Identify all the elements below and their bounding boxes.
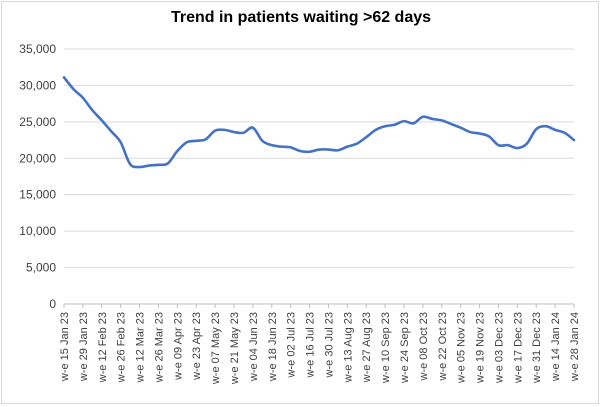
y-tick-label: 25,000 bbox=[19, 115, 56, 129]
x-tick-label: w-e 17 Dec 23 bbox=[512, 312, 524, 384]
y-tick-label: 15,000 bbox=[19, 188, 56, 202]
x-tick-label: w-e 26 Feb 23 bbox=[116, 312, 128, 383]
x-tick-label: w-e 31 Dec 23 bbox=[531, 312, 543, 384]
x-tick-label: w-e 02 Jul 23 bbox=[286, 312, 298, 378]
x-tick-label: w-e 18 Jun 23 bbox=[267, 312, 279, 382]
x-tick-label: w-e 08 Oct 23 bbox=[418, 312, 430, 381]
gridlines bbox=[63, 48, 575, 308]
x-tick-label: w-e 29 Jan 23 bbox=[78, 312, 90, 382]
y-tick-label: 0 bbox=[49, 297, 56, 311]
y-tick-label: 20,000 bbox=[19, 151, 56, 165]
x-tick-label: w-e 24 Sep 23 bbox=[399, 312, 411, 384]
x-tick-label: w-e 03 Dec 23 bbox=[493, 312, 505, 384]
series-line bbox=[62, 76, 576, 169]
x-tick-label: w-e 04 Jun 23 bbox=[248, 312, 260, 382]
x-tick-label: w-e 16 Jul 23 bbox=[305, 312, 317, 378]
x-tick-label: w-e 28 Jan 24 bbox=[569, 312, 581, 382]
chart-title: Trend in patients waiting >62 days bbox=[170, 9, 432, 26]
x-tick-label: w-e 10 Sep 23 bbox=[380, 312, 392, 384]
x-tick-label: w-e 22 Oct 23 bbox=[437, 312, 449, 381]
y-tick-label: 5,000 bbox=[26, 261, 56, 275]
x-tick-label: w-e 21 May 23 bbox=[229, 312, 241, 385]
x-tick-label: w-e 19 Nov 23 bbox=[475, 312, 487, 384]
x-tick-label: w-e 30 Jul 23 bbox=[323, 312, 335, 378]
x-tick-label: w-e 14 Jan 24 bbox=[550, 312, 562, 382]
x-tick-label: w-e 13 Aug 23 bbox=[342, 312, 354, 383]
x-tick-label: w-e 15 Jan 23 bbox=[59, 312, 71, 382]
x-tick-label: w-e 12 Feb 23 bbox=[97, 312, 109, 383]
y-tick-label: 30,000 bbox=[19, 78, 56, 92]
x-tick-label: w-e 05 Nov 23 bbox=[456, 312, 468, 384]
x-tick-label: w-e 26 Mar 23 bbox=[153, 312, 165, 383]
x-tick-label: w-e 27 Aug 23 bbox=[361, 312, 373, 383]
x-tick-label: w-e 09 Apr 23 bbox=[172, 312, 184, 381]
y-tick-label: 35,000 bbox=[19, 42, 56, 56]
y-axis-tick-labels: 0 5,000 10,000 15,000 20,000 25,000 30,000 35,0… bbox=[19, 42, 56, 311]
x-tick-label: w-e 07 May 23 bbox=[210, 312, 222, 385]
x-axis-tick-labels: w-e 15 Jan 23 w-e 29 Jan 23 w-e 12 Feb 23 w… bbox=[59, 312, 581, 385]
x-tick-label: w-e 12 Mar 23 bbox=[135, 312, 147, 383]
x-tick-label: w-e 23 Apr 23 bbox=[191, 312, 203, 381]
y-tick-label: 10,000 bbox=[19, 224, 56, 238]
